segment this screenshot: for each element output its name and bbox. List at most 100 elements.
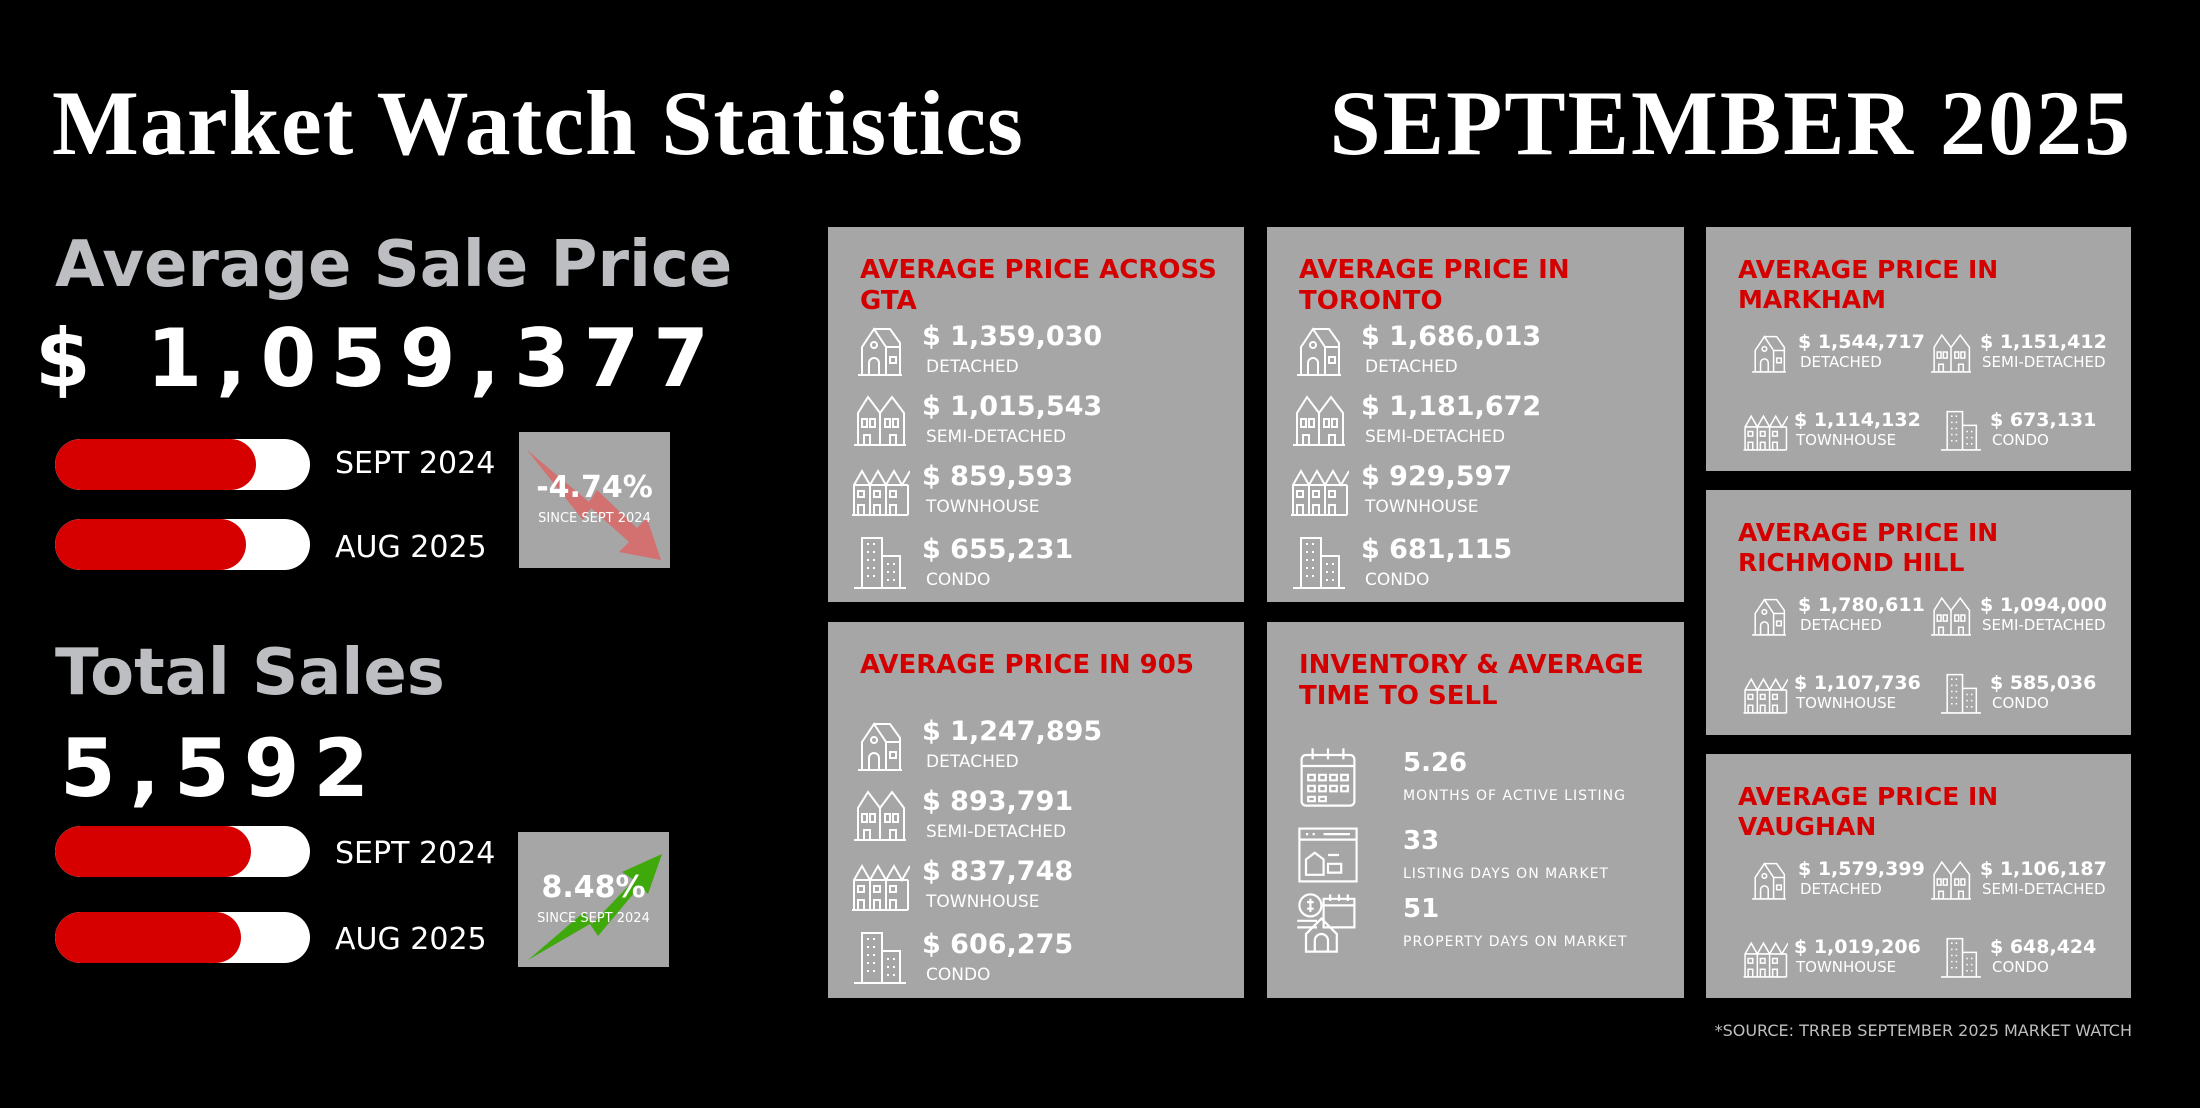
- property-type-label: CONDO: [1992, 958, 2049, 976]
- property-type-label: SEMI-DETACHED: [926, 427, 1067, 447]
- inventory-item: 5.26 MONTHS OF ACTIVE LISTING: [1295, 744, 1675, 820]
- property-type-label: TOWNHOUSE: [926, 892, 1040, 912]
- price-value: $ 1,019,206: [1794, 936, 1921, 958]
- card-title: AVERAGE PRICE IN VAUGHAN: [1738, 782, 1999, 841]
- price-item-condo: $ 673,131 CONDO: [1938, 407, 2138, 457]
- card-title: INVENTORY & AVERAGE TIME TO SELL: [1299, 650, 1644, 711]
- card-gta: AVERAGE PRICE ACROSS GTA $ 1,359,030 DETAC…: [828, 227, 1244, 602]
- inventory-label: MONTHS OF ACTIVE LISTING: [1403, 788, 1626, 804]
- property-type-label: DETACHED: [926, 357, 1019, 377]
- sales-change-value: 8.48%: [541, 870, 646, 905]
- total-sales-heading: Total Sales: [55, 636, 445, 710]
- card-title: AVERAGE PRICE IN MARKHAM: [1738, 255, 1999, 314]
- card-markham: AVERAGE PRICE IN MARKHAM $ 1,544,717 DETAC…: [1706, 227, 2131, 471]
- detached-house-icon: [1746, 329, 1792, 375]
- price-value: $ 681,115: [1361, 534, 1513, 565]
- card-905: AVERAGE PRICE IN 905 $ 1,247,895 DETACHED $…: [828, 622, 1244, 998]
- price-item-semi-detached: $ 893,791 SEMI-DETACHED: [850, 784, 1230, 848]
- price-value: $ 585,036: [1990, 672, 2097, 694]
- property-type-label: SEMI-DETACHED: [1982, 353, 2106, 371]
- price-value: $ 1,107,736: [1794, 672, 1921, 694]
- sales-change-caption: SINCE SEPT 2024: [537, 911, 650, 926]
- price-value: $ 1,544,717: [1798, 331, 1925, 353]
- semi-detached-icon: [850, 389, 910, 449]
- property-type-label: TOWNHOUSE: [926, 497, 1040, 517]
- progress-bar-aug-2025: [55, 912, 310, 963]
- bar-label: AUG 2025: [335, 922, 487, 957]
- price-item-detached: $ 1,579,399 DETACHED: [1746, 856, 1946, 906]
- progress-fill: [55, 912, 242, 963]
- arrow-up-icon: [528, 854, 662, 960]
- semi-detached-icon: [1928, 329, 1974, 375]
- listing-icon: [1295, 822, 1361, 888]
- price-item-condo: $ 681,115 CONDO: [1289, 532, 1669, 596]
- sales-change-box: 8.48% SINCE SEPT 2024: [518, 832, 669, 967]
- price-value: $ 673,131: [1990, 409, 2097, 431]
- townhouse-icon: [1742, 407, 1789, 453]
- price-value: $ 1,359,030: [922, 321, 1103, 352]
- price-value: $ 1,106,187: [1980, 858, 2107, 880]
- card-richmond-hill: AVERAGE PRICE IN RICHMOND HILL $ 1,780,61…: [1706, 490, 2131, 735]
- price-item-townhouse: $ 859,593 TOWNHOUSE: [850, 459, 1230, 523]
- inventory-value: 33: [1403, 826, 1440, 856]
- price-value: $ 893,791: [922, 786, 1074, 817]
- card-title: AVERAGE PRICE IN 905: [860, 650, 1194, 680]
- property-type-label: CONDO: [926, 965, 991, 985]
- price-item-detached: $ 1,686,013 DETACHED: [1289, 319, 1669, 383]
- townhouse-icon: [1742, 934, 1789, 980]
- price-change-value: -4.74%: [536, 470, 653, 505]
- source-note: *SOURCE: TRREB SEPTEMBER 2025 MARKET WAT…: [1714, 1021, 2132, 1040]
- property-type-label: CONDO: [926, 570, 991, 590]
- property-type-label: SEMI-DETACHED: [1365, 427, 1506, 447]
- property-type-label: CONDO: [1992, 431, 2049, 449]
- price-value: $ 1,114,132: [1794, 409, 1921, 431]
- price-item-townhouse: $ 1,114,132 TOWNHOUSE: [1742, 407, 1942, 457]
- semi-detached-icon: [1928, 592, 1974, 638]
- average-sale-price-heading: Average Sale Price: [55, 228, 733, 302]
- semi-detached-icon: [1289, 389, 1349, 449]
- property-type-label: TOWNHOUSE: [1365, 497, 1479, 517]
- property-type-label: TOWNHOUSE: [1796, 694, 1897, 712]
- detached-house-icon: [850, 714, 910, 774]
- price-value: $ 606,275: [922, 929, 1074, 960]
- total-sales-value: 5,592: [60, 722, 384, 815]
- townhouse-icon: [850, 459, 911, 519]
- price-item-semi-detached: $ 1,094,000 SEMI-DETACHED: [1928, 592, 2128, 642]
- price-value: $ 1,686,013: [1361, 321, 1542, 352]
- price-item-condo: $ 606,275 CONDO: [850, 927, 1230, 991]
- detached-house-icon: [1289, 319, 1349, 379]
- price-item-townhouse: $ 1,107,736 TOWNHOUSE: [1742, 670, 1942, 720]
- price-value: $ 1,015,543: [922, 391, 1103, 422]
- progress-bar-aug-2025: [55, 519, 310, 570]
- property-type-label: SEMI-DETACHED: [926, 822, 1067, 842]
- inventory-label: PROPERTY DAYS ON MARKET: [1403, 934, 1628, 950]
- card-title: AVERAGE PRICE IN TORONTO: [1299, 255, 1570, 316]
- detached-house-icon: [1746, 856, 1792, 902]
- progress-fill: [55, 439, 257, 490]
- townhouse-icon: [850, 854, 911, 914]
- property-type-label: DETACHED: [1365, 357, 1458, 377]
- calendar-icon: [1295, 744, 1361, 810]
- page-title: Market Watch Statistics: [52, 72, 1024, 174]
- price-item-semi-detached: $ 1,015,543 SEMI-DETACHED: [850, 389, 1230, 453]
- townhouse-icon: [1289, 459, 1350, 519]
- price-item-semi-detached: $ 1,181,672 SEMI-DETACHED: [1289, 389, 1669, 453]
- price-item-detached: $ 1,544,717 DETACHED: [1746, 329, 1946, 379]
- price-change-box: -4.74% SINCE SEPT 2024: [519, 432, 670, 568]
- property-type-label: TOWNHOUSE: [1796, 958, 1897, 976]
- property-type-label: DETACHED: [926, 752, 1019, 772]
- price-item-semi-detached: $ 1,151,412 SEMI-DETACHED: [1928, 329, 2128, 379]
- price-value: $ 1,579,399: [1798, 858, 1925, 880]
- property-type-label: TOWNHOUSE: [1796, 431, 1897, 449]
- progress-bar-sept-2024: [55, 826, 310, 877]
- condo-icon: [850, 927, 910, 987]
- price-item-condo: $ 648,424 CONDO: [1938, 934, 2138, 984]
- property-type-label: SEMI-DETACHED: [1982, 880, 2106, 898]
- condo-icon: [1938, 934, 1984, 980]
- price-value: $ 1,094,000: [1980, 594, 2107, 616]
- average-sale-price-value: $ 1,059,377: [35, 312, 723, 405]
- property-type-label: CONDO: [1365, 570, 1430, 590]
- price-value: $ 859,593: [922, 461, 1074, 492]
- bar-label: SEPT 2024: [335, 446, 496, 481]
- property-type-label: CONDO: [1992, 694, 2049, 712]
